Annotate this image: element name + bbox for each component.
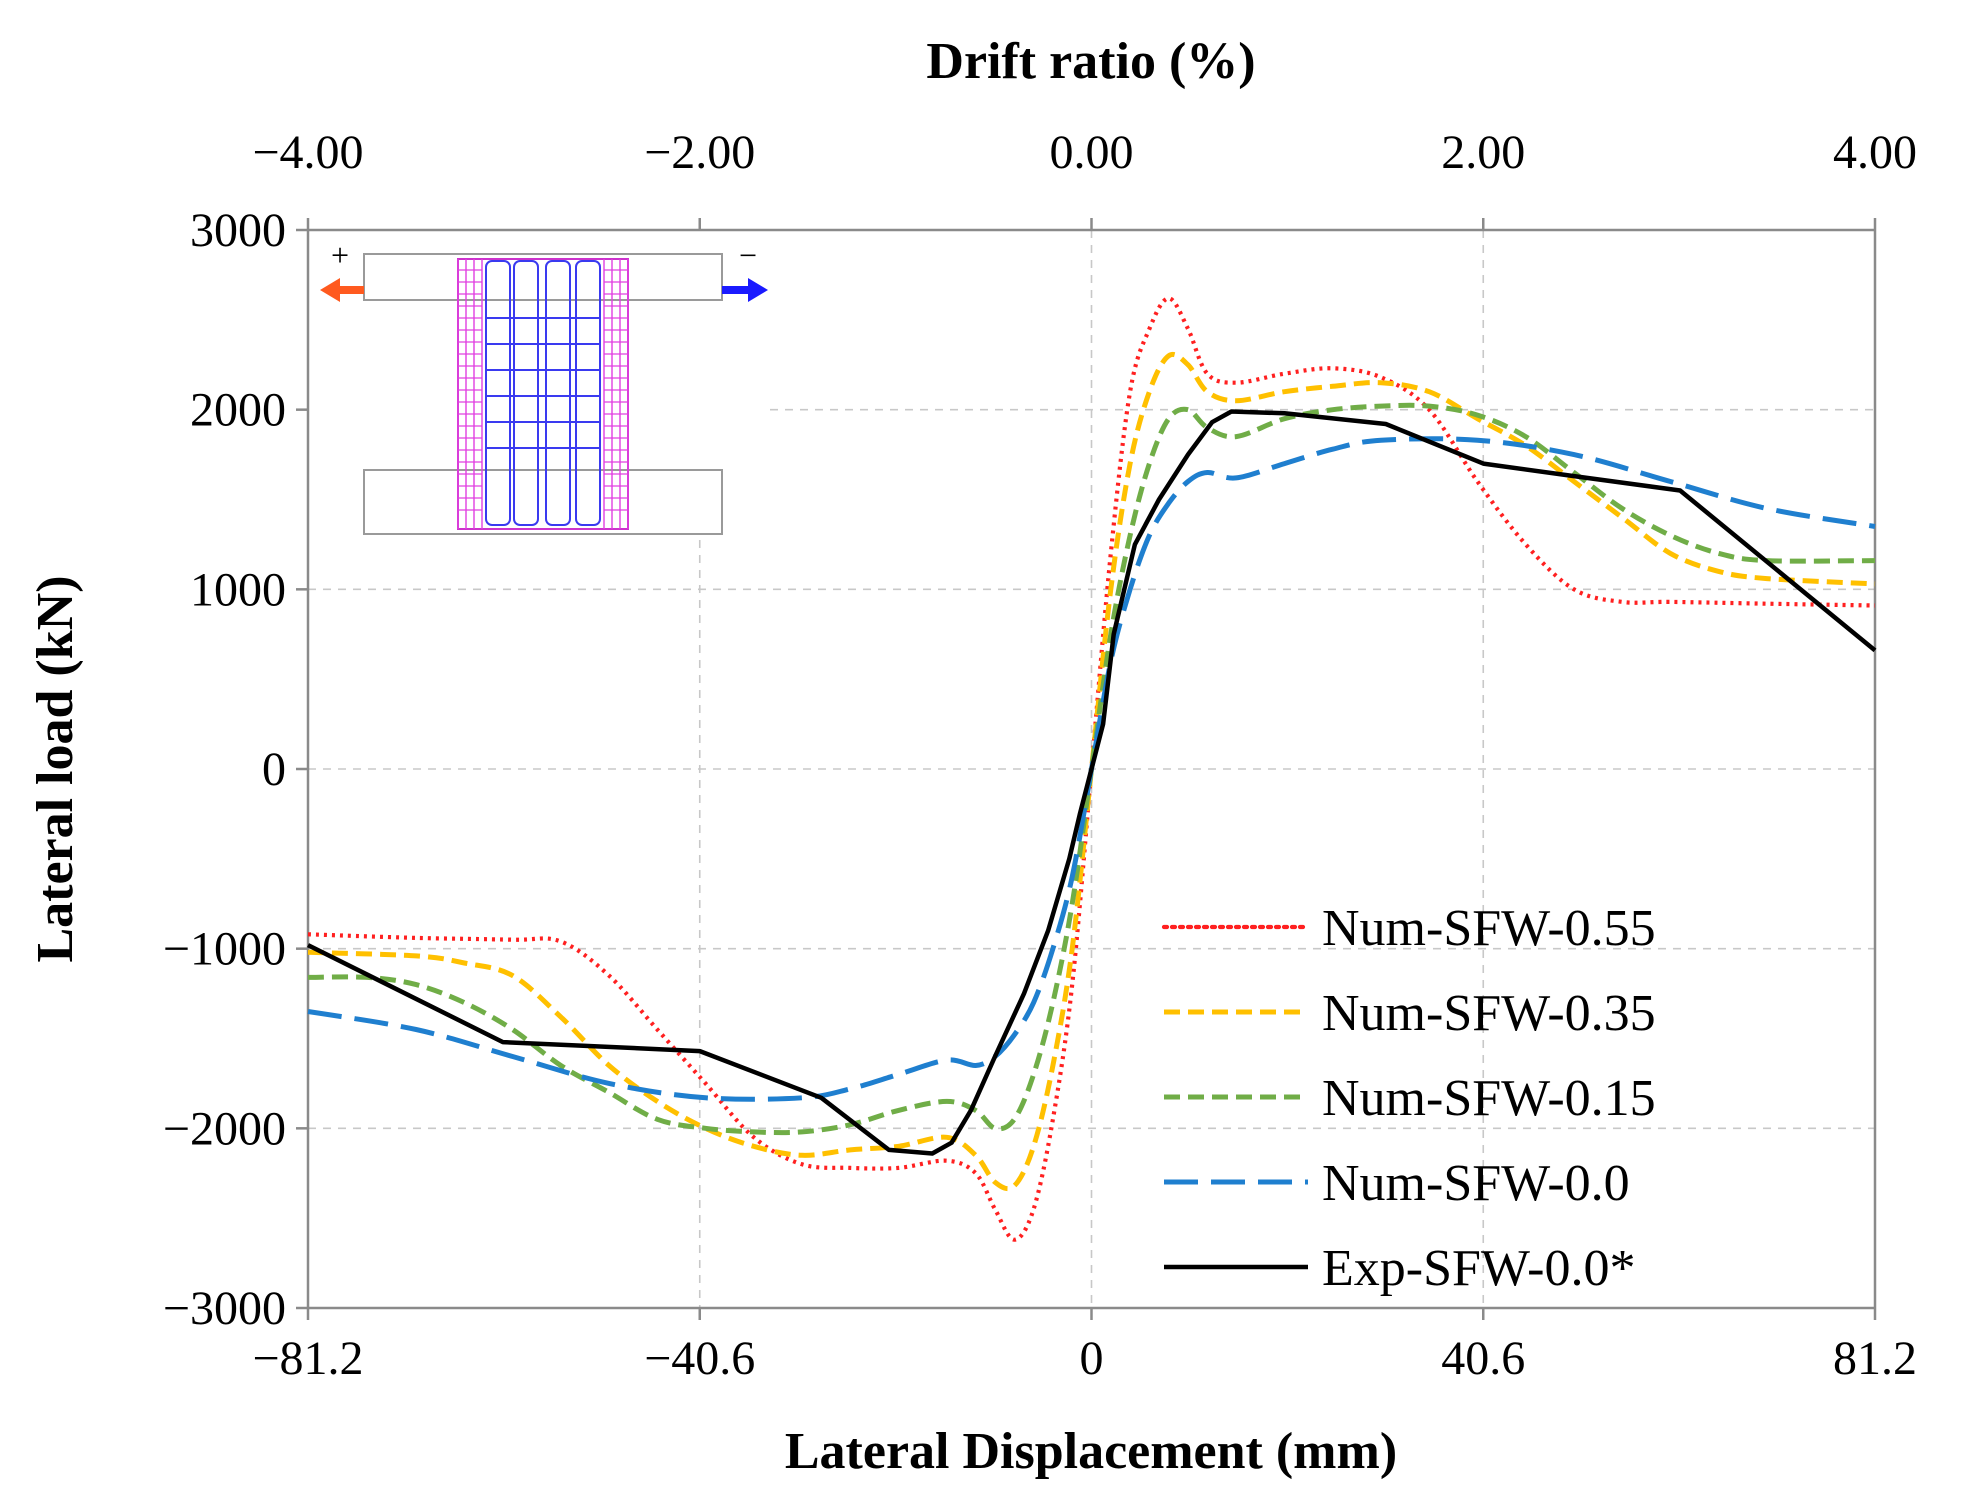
x-axis-title: Lateral Displacement (mm) [785,1423,1397,1480]
negative-direction-label: − [739,237,757,273]
loading-arrow-left-icon [320,278,364,302]
top-tick-label: 2.00 [1441,126,1525,179]
x-tick-label: 81.2 [1833,1332,1917,1385]
top-axis-title: Drift ratio (%) [926,33,1255,90]
loading-arrow-right-icon [722,278,768,302]
top-beam [363,253,723,301]
legend-label-num-sfw-0-15: Num-SFW-0.15 [1322,1070,1656,1127]
foundation-block [363,469,723,535]
y-tick-label: 1000 [190,563,286,616]
top-tick-label: −4.00 [252,126,363,179]
left-boundary-element [457,259,483,529]
legend-label-num-sfw-0-0: Num-SFW-0.0 [1322,1155,1630,1212]
top-tick-label: −2.00 [644,126,755,179]
series [306,296,1877,1242]
top-tick-label: 4.00 [1833,126,1917,179]
right-boundary-element [603,259,629,529]
legend-label-exp-sfw-0-0: Exp-SFW-0.0* [1322,1240,1635,1297]
y-tick-label: −2000 [163,1102,286,1155]
legend: Num-SFW-0.55 Num-SFW-0.35 Num-SFW-0.15 Num-… [1161,900,1656,1297]
series-line-num-sfw-0-15 [307,402,1876,1136]
series-line-num-sfw-0-35 [307,351,1876,1192]
legend-label-num-sfw-0-55: Num-SFW-0.55 [1322,900,1656,957]
x-tick-label: 0 [1080,1332,1104,1385]
legend-label-num-sfw-0-35: Num-SFW-0.35 [1322,985,1656,1042]
web-reinforcement [485,260,601,526]
tick-marks [296,218,1877,1320]
boundary-hoops [458,269,628,511]
wall-panel [457,258,629,530]
positive-direction-label: + [331,237,349,273]
x-tick-label: −81.2 [252,1332,363,1385]
y-tick-label: 2000 [190,384,286,437]
y-tick-label: −1000 [163,923,286,976]
y-axis-title: Lateral load (kN) [27,575,84,962]
top-tick-label: 0.00 [1050,126,1134,179]
series-line-exp-sfw-0-0 [306,409,1877,1156]
x-tick-label: −40.6 [644,1332,755,1385]
y-tick-label: 3000 [190,204,286,257]
x-tick-label: 40.6 [1441,1332,1525,1385]
y-tick-label: 0 [262,743,286,796]
y-tick-label: −3000 [163,1282,286,1335]
series-line-num-sfw-0-55 [307,296,1876,1242]
specimen-schematic: + − [320,237,768,535]
